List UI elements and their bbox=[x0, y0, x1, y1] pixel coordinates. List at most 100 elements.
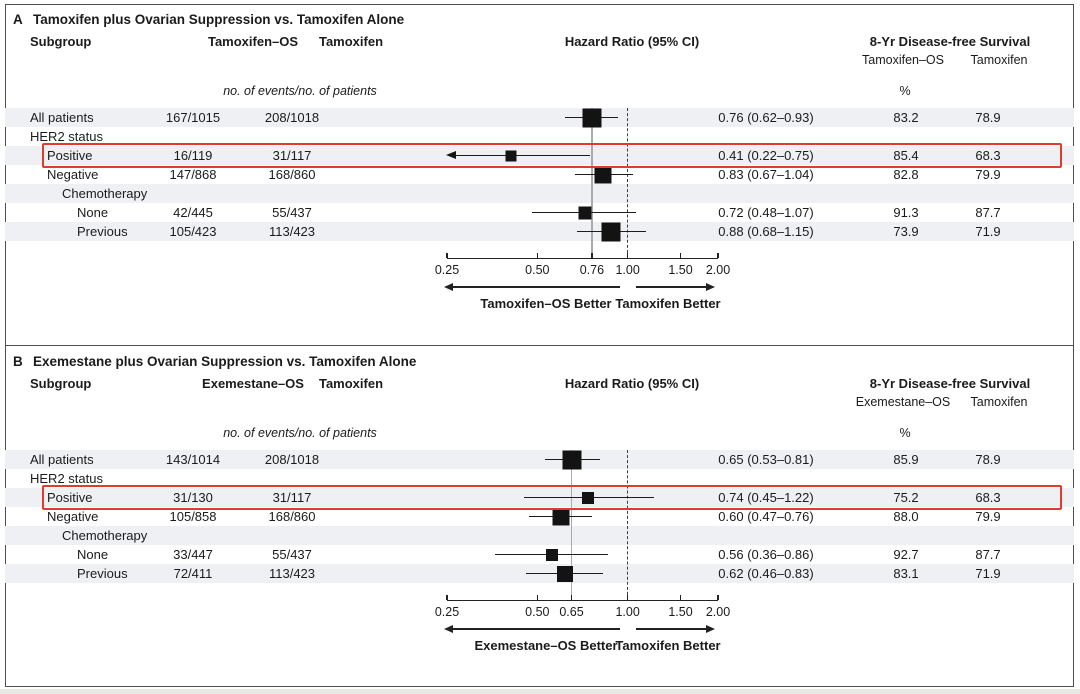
events-cell-arm1: 72/411 bbox=[173, 566, 213, 581]
survival-value-arm1: 83.1 bbox=[893, 566, 919, 581]
events-cell-arm2: 208/1018 bbox=[264, 110, 320, 125]
right-direction-arrow-icon bbox=[706, 282, 715, 291]
forest-row: All patients 167/1015 208/1018 0.76 (0.62–0… bbox=[0, 108, 1080, 127]
axis-tick-label: 0.50 bbox=[525, 605, 550, 619]
axis-tick-label: 0.25 bbox=[434, 605, 460, 619]
left-direction-arrow-line bbox=[452, 628, 620, 630]
events-cell-arm2: 168/860 bbox=[268, 167, 316, 182]
survival-value-arm1: 88.0 bbox=[893, 509, 919, 524]
events-units-note: no. of events/no. of patients bbox=[223, 84, 377, 98]
hr-point-square bbox=[557, 565, 574, 582]
events-cell-arm2: 113/423 bbox=[268, 224, 316, 239]
forest-row: Positive 31/130 31/117 0.74 (0.45–1.22) 75.2… bbox=[0, 488, 1080, 507]
survival-subheader-arm1: Exemestane–OS bbox=[855, 395, 951, 409]
overall-hr-reference-line bbox=[591, 108, 593, 258]
column-header-survival: 8-Yr Disease-free Survival bbox=[869, 34, 1031, 49]
hr-point-square bbox=[552, 508, 570, 525]
axis-tick-label: 1.50 bbox=[668, 263, 693, 277]
panel-title-row: B Exemestane plus Ovarian Suppression vs… bbox=[0, 354, 1080, 372]
column-header-arm2: Tamoxifen bbox=[318, 376, 384, 391]
hr-point-square bbox=[582, 108, 602, 127]
axis-tick-label: 2.00 bbox=[705, 605, 731, 619]
column-header-hazard-ratio: Hazard Ratio (95% CI) bbox=[564, 376, 700, 391]
subgroup-label: None bbox=[77, 205, 109, 220]
hr-point-square bbox=[582, 491, 595, 504]
column-header-arm1: Exemestane–OS bbox=[202, 376, 304, 391]
ci-arrow-left-icon bbox=[446, 151, 456, 159]
axis-and-annotations-layer: 0.25 0.50 0.65 1.00 1.50 2.00 Exemestane–OS Be… bbox=[0, 346, 1080, 687]
events-cell-arm2: 31/117 bbox=[272, 490, 312, 505]
hr-point-square bbox=[578, 206, 592, 219]
panel-title-row: A Tamoxifen plus Ovarian Suppression vs.… bbox=[0, 12, 1080, 30]
panel-letter: B bbox=[13, 354, 23, 369]
hazard-ratio-value: 0.76 (0.62–0.93) bbox=[718, 110, 814, 125]
axis-tick bbox=[679, 595, 682, 600]
axis-tick-label: 0.65 bbox=[559, 605, 584, 619]
forest-row: HER2 status bbox=[0, 127, 1080, 146]
subgroup-label: Chemotherapy bbox=[62, 186, 148, 201]
events-cell-arm1: 33/447 bbox=[173, 547, 213, 562]
hr-point-square bbox=[562, 450, 582, 469]
x-axis-line bbox=[447, 258, 718, 260]
right-direction-arrow-icon bbox=[706, 624, 715, 633]
forest-row: Positive 16/119 31/117 0.41 (0.22–0.75) 85.4… bbox=[0, 146, 1080, 165]
events-cell-arm2: 55/437 bbox=[272, 547, 312, 562]
survival-value-arm1: 85.4 bbox=[893, 148, 919, 163]
survival-value-arm2: 68.3 bbox=[975, 490, 1001, 505]
highlight-box bbox=[42, 143, 1062, 168]
subgroup-label: Positive bbox=[47, 490, 93, 505]
percent-units-label: % bbox=[899, 426, 911, 440]
axis-tick bbox=[627, 253, 629, 258]
left-direction-arrow-line bbox=[452, 286, 620, 288]
survival-value-arm2: 87.7 bbox=[975, 547, 1001, 562]
survival-value-arm2: 78.9 bbox=[975, 110, 1001, 125]
row-shade-band bbox=[5, 184, 1074, 203]
panel-title: Tamoxifen plus Ovarian Suppression vs. T… bbox=[33, 12, 405, 27]
axis-tick bbox=[717, 595, 719, 600]
row-shade-band bbox=[5, 222, 1074, 241]
survival-value-arm1: 83.2 bbox=[893, 110, 919, 125]
events-cell-arm1: 105/858 bbox=[169, 509, 217, 524]
events-cell-arm1: 16/119 bbox=[173, 148, 213, 163]
axis-tick bbox=[717, 253, 719, 258]
hr-point-square bbox=[594, 166, 612, 183]
column-header-subgroup: Subgroup bbox=[30, 34, 92, 49]
axis-tick-label: 0.50 bbox=[525, 263, 550, 277]
survival-subheader-arm1: Tamoxifen–OS bbox=[862, 53, 944, 67]
left-better-label: Exemestane–OS Better bbox=[474, 638, 618, 653]
forest-row: All patients 143/1014 208/1018 0.65 (0.53–0… bbox=[0, 450, 1080, 469]
events-units-note: no. of events/no. of patients bbox=[223, 426, 377, 440]
hazard-ratio-value: 0.74 (0.45–1.22) bbox=[718, 490, 814, 505]
left-better-label: Tamoxifen–OS Better bbox=[480, 296, 612, 311]
events-cell-arm2: 113/423 bbox=[268, 566, 316, 581]
column-header-arm1: Tamoxifen–OS bbox=[207, 34, 299, 49]
axis-tick bbox=[536, 253, 538, 258]
reference-lines-layer bbox=[0, 346, 1080, 687]
events-cell-arm1: 143/1014 bbox=[165, 452, 221, 467]
axis-tick-label: 0.76 bbox=[579, 263, 605, 277]
events-cell-arm2: 55/437 bbox=[272, 205, 312, 220]
left-direction-arrow-icon bbox=[444, 282, 453, 291]
forest-row: None 42/445 55/437 0.72 (0.48–1.07) 91.3 87.7 bbox=[0, 203, 1080, 222]
survival-value-arm2: 71.9 bbox=[975, 566, 1001, 581]
survival-value-arm2: 68.3 bbox=[975, 148, 1001, 163]
panel-title: Exemestane plus Ovarian Suppression vs. … bbox=[33, 354, 417, 369]
survival-value-arm2: 79.9 bbox=[975, 509, 1001, 524]
forest-row: None 33/447 55/437 0.56 (0.36–0.86) 92.7 87.7 bbox=[0, 545, 1080, 564]
forest-row: Previous 72/411 113/423 0.62 (0.46–0.83) 83.… bbox=[0, 564, 1080, 583]
survival-value-arm1: 92.7 bbox=[893, 547, 919, 562]
axis-tick bbox=[446, 595, 448, 600]
x-axis-line bbox=[447, 600, 718, 602]
survival-value-arm1: 75.2 bbox=[893, 490, 919, 505]
axis-tick bbox=[536, 595, 538, 600]
forest-row: Previous 105/423 113/423 0.88 (0.68–1.15) 73… bbox=[0, 222, 1080, 241]
column-header-arm2: Tamoxifen bbox=[318, 34, 384, 49]
survival-value-arm2: 79.9 bbox=[975, 167, 1001, 182]
right-direction-arrow-line bbox=[636, 286, 706, 288]
survival-value-arm1: 85.9 bbox=[893, 452, 919, 467]
subgroup-label: All patients bbox=[30, 452, 94, 467]
reference-lines-layer bbox=[0, 4, 1080, 345]
hazard-ratio-value: 0.56 (0.36–0.86) bbox=[718, 547, 814, 562]
events-cell-arm2: 31/117 bbox=[272, 148, 312, 163]
